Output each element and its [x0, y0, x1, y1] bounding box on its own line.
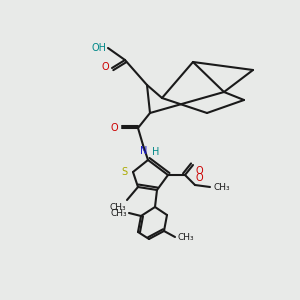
Text: CH₃: CH₃ [110, 203, 126, 212]
Text: OH: OH [92, 43, 107, 53]
Text: S: S [122, 167, 128, 177]
Text: O: O [101, 62, 109, 72]
Text: O: O [195, 166, 202, 176]
Text: CH₃: CH₃ [214, 182, 231, 191]
Text: N: N [140, 146, 148, 156]
Text: CH₃: CH₃ [178, 232, 195, 242]
Text: O: O [196, 173, 204, 183]
Text: O: O [110, 123, 118, 133]
Text: CH₃: CH₃ [110, 208, 127, 217]
Text: H: H [152, 147, 159, 157]
